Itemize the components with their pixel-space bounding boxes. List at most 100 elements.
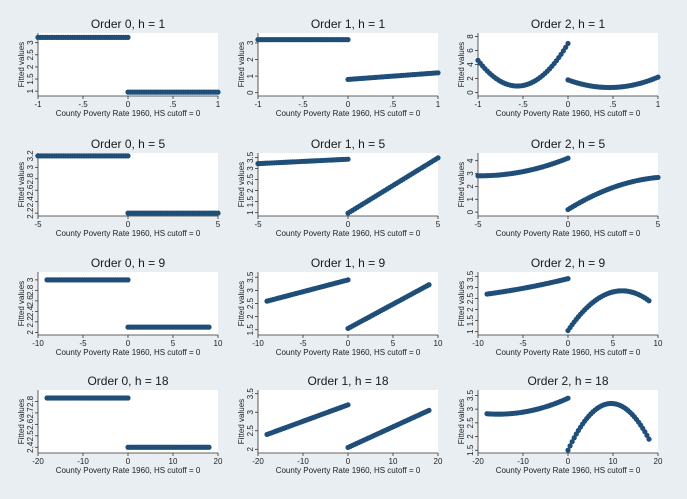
y-tick-label: 8	[466, 34, 475, 39]
panel-title: Order 2, h = 5	[531, 137, 606, 151]
y-tick-label: 3	[26, 277, 35, 282]
plot-area	[478, 272, 658, 335]
y-tick-label: 1.5	[466, 444, 475, 456]
x-axis-label: County Poverty Rate 1960, HS cutoff = 0	[496, 109, 641, 118]
y-tick-label: 3	[26, 165, 35, 170]
x-tick-label: -5	[519, 339, 527, 348]
x-axis-label: County Poverty Rate 1960, HS cutoff = 0	[276, 109, 421, 118]
x-tick-label: 0	[346, 220, 351, 229]
x-axis-label: County Poverty Rate 1960, HS cutoff = 0	[496, 348, 641, 357]
y-axis-label: Fitted values	[17, 399, 26, 444]
y-tick-label: 1	[26, 88, 35, 93]
x-tick-label: -1	[34, 100, 42, 109]
x-tick-label: -10	[472, 339, 484, 348]
data-point	[215, 210, 221, 216]
x-tick-label: 20	[654, 457, 663, 466]
y-tick-label: 2.4	[26, 441, 35, 453]
y-tick-label: 2.7	[26, 407, 35, 419]
data-point	[563, 44, 569, 50]
data-point	[567, 443, 573, 449]
x-tick-label: 10	[214, 339, 223, 348]
panel-title: Order 0, h = 1	[91, 17, 166, 31]
data-point	[345, 402, 351, 408]
y-tick-label: 3	[246, 40, 255, 45]
x-tick-label: -10	[517, 457, 529, 466]
y-tick-label: 1.5	[246, 196, 255, 208]
x-tick-label: 10	[169, 457, 178, 466]
y-tick-label: 3.5	[246, 151, 255, 163]
y-axis-label: Fitted values	[17, 162, 26, 207]
y-axis-label: Fitted values	[457, 399, 466, 444]
y-tick-label: 3	[246, 409, 255, 414]
plot-area	[38, 272, 218, 335]
panel-4-3: Order 2, h = 18 -20 -10 0 10 20 1.5 2 2.5 3 3.5 Cou…	[457, 374, 663, 475]
x-tick-label: 0	[566, 100, 571, 109]
x-tick-label: 0	[346, 100, 351, 109]
y-tick-label: 2.6	[26, 184, 35, 196]
data-point	[655, 74, 661, 80]
y-tick-label: 2	[246, 314, 255, 319]
y-axis-label: Fitted values	[457, 281, 466, 326]
y-tick-label: 3	[246, 288, 255, 293]
y-tick-label: 4	[466, 62, 475, 67]
x-tick-label: -.5	[518, 100, 528, 109]
x-tick-label: 5	[656, 220, 661, 229]
data-point	[125, 277, 131, 283]
y-tick-label: 6	[466, 48, 475, 53]
y-axis-label: Fitted values	[237, 42, 246, 87]
x-tick-label: 0	[346, 457, 351, 466]
x-tick-label: 10	[389, 457, 398, 466]
panel-title: Order 2, h = 18	[527, 374, 608, 388]
x-tick-label: .5	[170, 100, 177, 109]
x-axis-label: County Poverty Rate 1960, HS cutoff = 0	[496, 229, 641, 238]
data-point	[569, 439, 575, 445]
data-point	[644, 432, 650, 438]
x-tick-label: 0	[126, 339, 131, 348]
data-point	[125, 395, 131, 401]
x-axis-label: County Poverty Rate 1960, HS cutoff = 0	[56, 109, 201, 118]
data-point	[435, 155, 441, 161]
x-tick-label: -20	[252, 457, 264, 466]
y-axis-label: Fitted values	[457, 42, 466, 87]
y-tick-label: 2.4	[26, 196, 35, 208]
y-tick-label: 2	[246, 447, 255, 452]
data-point	[426, 282, 432, 288]
y-tick-label: 1.5	[246, 324, 255, 336]
x-tick-label: 10	[609, 457, 618, 466]
y-tick-label: 2.6	[26, 295, 35, 307]
x-axis-label: County Poverty Rate 1960, HS cutoff = 0	[276, 466, 421, 475]
y-tick-label: 1.5	[466, 315, 475, 327]
x-tick-label: -10	[77, 457, 89, 466]
y-tick-label: 1.5	[26, 73, 35, 85]
plot-area	[258, 33, 438, 96]
y-tick-label: 3	[466, 171, 475, 176]
panel-title: Order 0, h = 5	[91, 137, 166, 151]
data-point	[125, 34, 131, 40]
x-tick-label: -1	[474, 100, 482, 109]
panel-3-3: Order 2, h = 9 -10 -5 0 5 10 1 1.5 2 2.5 3 3.5 Count…	[457, 256, 663, 357]
data-point	[206, 444, 212, 450]
y-tick-label: 2.5	[26, 49, 35, 61]
y-tick-label: 3.2	[26, 150, 35, 162]
x-tick-label: 10	[654, 339, 663, 348]
panel-3-2: Order 1, h = 9 -10 -5 0 5 10 1.5 2 2.5 3 3.5 County…	[237, 256, 443, 357]
y-tick-label: 2	[466, 434, 475, 439]
y-tick-label: 2	[246, 188, 255, 193]
x-tick-label: -5	[299, 339, 307, 348]
x-tick-label: -20	[472, 457, 484, 466]
y-axis-label: Fitted values	[237, 162, 246, 207]
x-tick-label: -5	[34, 220, 42, 229]
x-tick-label: .5	[390, 100, 397, 109]
panel-title: Order 1, h = 5	[311, 137, 386, 151]
panel-2-2: Order 1, h = 5 -5 0 5 1 1.5 2 2.5 3 3.5 County Pov…	[237, 137, 441, 238]
data-point	[345, 156, 351, 162]
panel-4-1: Order 0, h = 18 -20 -10 0 10 20 2.42.52.62.72.…	[17, 374, 223, 475]
x-tick-label: 5	[436, 220, 441, 229]
x-axis-label: County Poverty Rate 1960, HS cutoff = 0	[56, 348, 201, 357]
y-tick-label: 3.5	[246, 271, 255, 283]
data-point	[655, 174, 661, 181]
y-tick-label: 1	[246, 210, 255, 215]
y-tick-label: 0	[466, 90, 475, 95]
y-axis-label: Fitted values	[457, 162, 466, 207]
panel-1-1: Order 0, h = 1 -1 -.5 0 .5 1 1 1.5 2 2.5 3 County P…	[17, 17, 221, 118]
